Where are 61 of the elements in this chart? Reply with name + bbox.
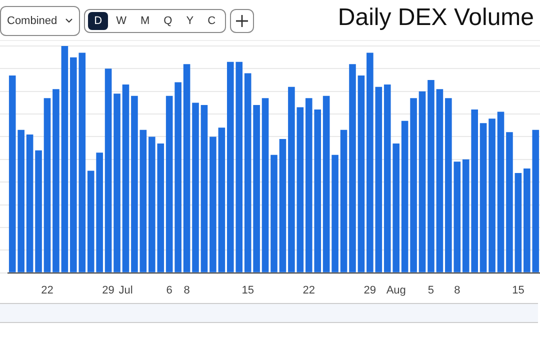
x-tick-label: 6 xyxy=(166,284,172,296)
x-tick-label: Aug xyxy=(386,284,406,296)
bar xyxy=(340,130,348,272)
x-tick-label: 29 xyxy=(102,284,114,296)
x-tick-label: 8 xyxy=(184,284,190,296)
bar xyxy=(26,134,34,272)
bar xyxy=(375,86,382,272)
bar xyxy=(497,112,504,272)
bar xyxy=(270,154,278,272)
bar xyxy=(200,104,208,272)
x-tick-label: 8 xyxy=(454,284,460,296)
bar xyxy=(279,138,286,272)
bar xyxy=(140,130,147,272)
bar xyxy=(262,98,269,272)
x-tick-label: 5 xyxy=(428,284,434,296)
bar xyxy=(349,64,356,272)
x-tick-label: 15 xyxy=(242,284,254,296)
bar xyxy=(514,173,522,272)
bar xyxy=(166,96,173,272)
x-tick-label: Jul xyxy=(118,284,133,296)
text: Y xyxy=(185,14,195,29)
bar xyxy=(480,123,487,272)
bar xyxy=(218,128,226,272)
x-tick-label: 29 xyxy=(364,284,376,296)
bar xyxy=(322,96,330,272)
bar xyxy=(114,94,120,272)
bar xyxy=(253,104,260,272)
x-tick-label: 22 xyxy=(302,284,316,296)
text: D xyxy=(88,12,108,30)
bar xyxy=(35,150,42,272)
bar xyxy=(288,86,295,272)
bar xyxy=(183,64,190,272)
bar xyxy=(44,98,51,272)
bar xyxy=(418,91,426,272)
bar xyxy=(131,96,138,272)
bar xyxy=(436,89,444,272)
text: Q xyxy=(162,14,174,29)
bar xyxy=(61,46,68,272)
bar xyxy=(122,84,130,272)
bar xyxy=(332,154,338,272)
bar xyxy=(401,120,408,272)
bar xyxy=(366,52,374,272)
x-tick-label: 15 xyxy=(512,284,524,296)
bar xyxy=(358,75,365,272)
bar xyxy=(296,107,304,272)
bar xyxy=(192,102,199,272)
bar xyxy=(428,80,434,272)
bar xyxy=(174,82,182,272)
bar xyxy=(52,89,60,272)
bar xyxy=(488,118,496,272)
text: Combined xyxy=(7,15,58,27)
bar xyxy=(506,132,513,272)
text: W xyxy=(115,14,128,29)
bar xyxy=(410,98,417,272)
x-tick-label: 22 xyxy=(41,284,54,296)
bar xyxy=(210,136,216,272)
chart-title: Daily DEX Volume xyxy=(338,4,534,32)
text: C xyxy=(206,14,217,29)
text: M xyxy=(139,14,151,29)
bar xyxy=(244,73,252,272)
bar xyxy=(104,68,112,272)
